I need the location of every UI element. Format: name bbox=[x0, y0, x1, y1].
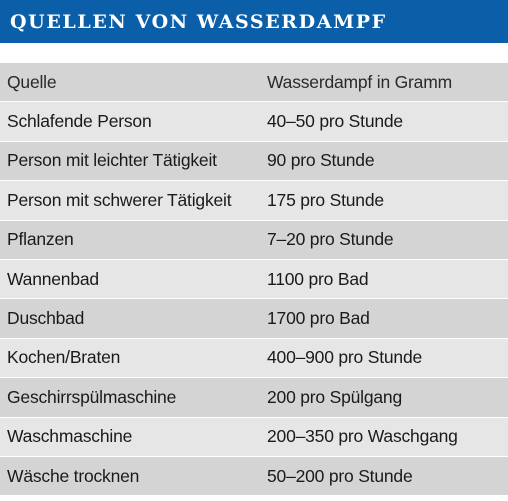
amount-cell: 200–350 pro Waschgang bbox=[267, 426, 458, 447]
amount-cell: 40–50 pro Stunde bbox=[267, 111, 403, 132]
amount-cell: 50–200 pro Stunde bbox=[267, 465, 413, 486]
table-row: Duschbad 1700 pro Bad bbox=[0, 299, 508, 339]
water-vapor-table: Quelle Wasserdampf in Gramm Schlafende P… bbox=[0, 63, 508, 497]
table-row: Person mit schwerer Tätigkeit 175 pro St… bbox=[0, 181, 508, 221]
amount-cell: 200 pro Spülgang bbox=[267, 386, 402, 407]
amount-cell: 400–900 pro Stunde bbox=[267, 347, 423, 368]
header-source: Quelle bbox=[7, 71, 57, 92]
source-cell: Duschbad bbox=[7, 308, 85, 329]
table-row: Kochen/Braten 400–900 pro Stunde bbox=[0, 338, 508, 379]
title-bar: QUELLEN VON WASSERDAMPF bbox=[0, 0, 508, 43]
source-cell: Pflanzen bbox=[7, 229, 74, 250]
amount-cell: 1700 pro Bad bbox=[267, 308, 370, 329]
table-row: Wannenbad 1100 pro Bad bbox=[0, 259, 508, 300]
source-cell: Wäsche trocknen bbox=[7, 465, 140, 486]
table-row: Wäsche trocknen 50–200 pro Stunde bbox=[0, 456, 508, 497]
source-cell: Waschmaschine bbox=[7, 426, 133, 447]
amount-cell: 90 pro Stunde bbox=[267, 150, 375, 171]
amount-cell: 1100 pro Bad bbox=[267, 268, 369, 289]
table-title: QUELLEN VON WASSERDAMPF bbox=[10, 10, 387, 33]
source-cell: Schlafende Person bbox=[7, 111, 152, 132]
source-cell: Wannenbad bbox=[7, 268, 99, 289]
source-cell: Geschirrspülmaschine bbox=[7, 386, 177, 407]
table-row: Schlafende Person 40–50 pro Stunde bbox=[0, 102, 508, 142]
source-cell: Person mit schwerer Tätigkeit bbox=[7, 189, 232, 210]
table-header-row: Quelle Wasserdampf in Gramm bbox=[0, 63, 508, 103]
table-row: Geschirrspülmaschine 200 pro Spülgang bbox=[0, 378, 508, 418]
amount-cell: 175 pro Stunde bbox=[267, 189, 384, 210]
table-row: Person mit leichter Tätigkeit 90 pro Stu… bbox=[0, 141, 508, 182]
table-row: Waschmaschine 200–350 pro Waschgang bbox=[0, 417, 508, 457]
table-row: Pflanzen 7–20 pro Stunde bbox=[0, 220, 508, 260]
amount-cell: 7–20 pro Stunde bbox=[267, 229, 394, 250]
source-cell: Person mit leichter Tätigkeit bbox=[7, 150, 217, 171]
source-cell: Kochen/Braten bbox=[7, 347, 121, 368]
header-water-vapor: Wasserdampf in Gramm bbox=[267, 71, 452, 92]
